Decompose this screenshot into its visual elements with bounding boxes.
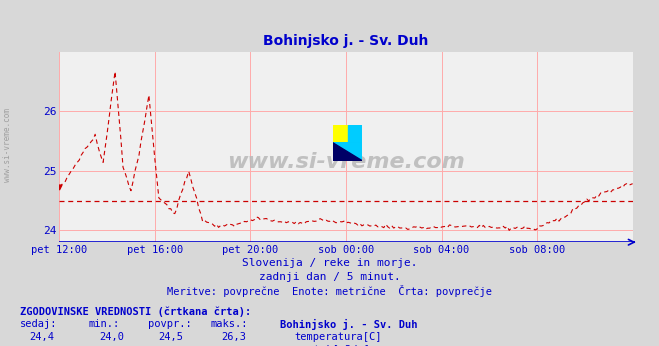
Text: temperatura[C]: temperatura[C]: [295, 332, 382, 342]
Text: povpr.:: povpr.:: [148, 319, 192, 329]
Text: 26,3: 26,3: [221, 332, 246, 342]
Text: 24,5: 24,5: [158, 332, 183, 342]
Text: -nan: -nan: [99, 345, 124, 346]
Text: Meritve: povprečne  Enote: metrične  Črta: povprečje: Meritve: povprečne Enote: metrične Črta:…: [167, 285, 492, 298]
Text: 24,4: 24,4: [30, 332, 55, 342]
Bar: [348, 125, 362, 143]
Text: -nan: -nan: [30, 345, 55, 346]
Text: pretok[m3/s]: pretok[m3/s]: [295, 345, 370, 346]
Text: min.:: min.:: [89, 319, 120, 329]
Text: maks.:: maks.:: [211, 319, 248, 329]
Text: www.si-vreme.com: www.si-vreme.com: [227, 152, 465, 172]
Text: sedaj:: sedaj:: [20, 319, 57, 329]
Polygon shape: [333, 143, 362, 161]
Bar: [333, 143, 362, 161]
Bar: [333, 125, 348, 143]
Text: -nan: -nan: [158, 345, 183, 346]
Text: -nan: -nan: [221, 345, 246, 346]
Text: 24,0: 24,0: [99, 332, 124, 342]
Text: www.si-vreme.com: www.si-vreme.com: [3, 108, 13, 182]
Text: Slovenija / reke in morje.: Slovenija / reke in morje.: [242, 258, 417, 268]
Text: Bohinjsko j. - Sv. Duh: Bohinjsko j. - Sv. Duh: [280, 319, 418, 330]
Text: ZGODOVINSKE VREDNOSTI (črtkana črta):: ZGODOVINSKE VREDNOSTI (črtkana črta):: [20, 306, 251, 317]
Polygon shape: [333, 143, 362, 161]
Text: zadnji dan / 5 minut.: zadnji dan / 5 minut.: [258, 272, 401, 282]
Title: Bohinjsko j. - Sv. Duh: Bohinjsko j. - Sv. Duh: [264, 34, 428, 48]
